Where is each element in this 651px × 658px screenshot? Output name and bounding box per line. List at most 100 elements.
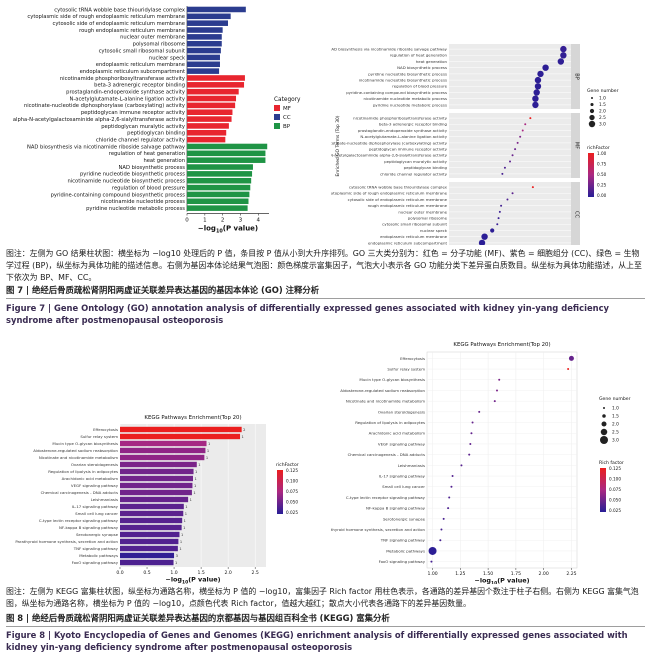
bar-label: IL-17 signaling pathway xyxy=(72,504,119,509)
color-legend-label: 0.00 xyxy=(597,193,607,198)
term-label: chloride channel regulator activity xyxy=(380,171,448,176)
pathway-label: Nicotinate and nicotinamide metabolism xyxy=(346,399,425,404)
bar xyxy=(187,68,220,74)
bar-count-label: 1 xyxy=(185,505,187,509)
facet-panel xyxy=(449,113,571,178)
bar xyxy=(120,482,193,489)
bar xyxy=(120,433,241,440)
bar-count-label: 1 xyxy=(195,477,197,481)
term-label: regulation of blood pressure xyxy=(392,84,447,89)
bar xyxy=(187,61,220,68)
color-legend-label: 0.050 xyxy=(286,500,298,505)
legend-swatch xyxy=(274,114,280,120)
pathway-label: Parathyroid hormone synthesis, secretion… xyxy=(331,527,426,532)
x-axis-label: −log10(P value) xyxy=(474,577,529,585)
size-legend-label: 1.0 xyxy=(599,96,606,102)
bar-label: FoxO signaling pathway xyxy=(72,560,119,565)
color-legend-title: richFactor xyxy=(276,462,299,468)
x-tick-label: 1.5 xyxy=(197,570,204,576)
pathway-label: NF-kappa B signaling pathway xyxy=(366,506,426,511)
size-legend-label: 1.5 xyxy=(599,102,606,108)
size-legend-label: 2.0 xyxy=(612,422,619,428)
term-label: nuclear outer membrane xyxy=(398,209,447,214)
bubble xyxy=(533,89,540,96)
facet-label: CC xyxy=(574,211,580,218)
x-tick-label: 1.75 xyxy=(511,571,521,577)
bubble xyxy=(534,83,542,90)
bubble xyxy=(439,539,442,542)
color-legend-title: Rich factor xyxy=(599,460,624,466)
bubble xyxy=(451,475,454,478)
size-legend-label: 1.0 xyxy=(612,406,619,412)
bubble xyxy=(481,233,488,240)
bar-count-label: 1 xyxy=(181,533,183,537)
size-legend-label: 2.5 xyxy=(599,115,606,121)
bar-count-label: 1 xyxy=(183,526,185,530)
term-label: nuclear speck xyxy=(420,228,448,233)
bar-count-label: 3 xyxy=(176,554,178,558)
color-legend-bar xyxy=(588,153,594,197)
bar-label: Arachidonic acid metabolism xyxy=(62,476,119,481)
kegg-bar-chart-panel: KEGG Pathways Enrichment(Top 20) Efferocy… xyxy=(4,410,322,586)
color-legend-label: 0.100 xyxy=(286,479,298,484)
bar-count-label: 1 xyxy=(185,512,187,516)
bubble xyxy=(532,101,539,109)
pathway-label: IL-17 signaling pathway xyxy=(379,473,426,478)
bar xyxy=(187,82,245,88)
color-legend-label: 0.50 xyxy=(597,172,607,177)
bubble xyxy=(428,546,437,555)
bubble xyxy=(542,64,549,71)
term-label: nicotinamide nucleotide biosynthetic pro… xyxy=(359,78,447,83)
size-legend-dot xyxy=(589,114,595,121)
go-bar-chart: cytosolic tRNA wobble base thiouridylase… xyxy=(13,6,301,235)
bar-label: endoplasmic reticulum subcompartment xyxy=(80,69,185,75)
term-label: pyridine-containing compound biosyntheti… xyxy=(346,90,447,95)
bar-label: C-type lectin receptor signaling pathway xyxy=(39,518,119,523)
pathway-label: C-type lectin receptor signaling pathway xyxy=(346,495,426,500)
term-label: nicotinamide phosphoribosyltransferase a… xyxy=(353,116,448,121)
bar xyxy=(120,517,183,524)
bar xyxy=(187,143,268,150)
bar xyxy=(187,177,252,184)
bar-count-label: 1 xyxy=(179,547,181,551)
bar-label: Mucin type O-glycan biosynthesis xyxy=(52,441,118,446)
bar xyxy=(187,205,248,211)
pathway-label: Small cell lung cancer xyxy=(382,484,425,489)
bar-label: N-acetylglutamate-L-alanine ligation act… xyxy=(70,96,185,102)
bar xyxy=(120,496,189,503)
color-legend-label: 0.75 xyxy=(597,162,607,167)
bar xyxy=(120,510,184,517)
bubble xyxy=(468,453,471,456)
legend-label: CC xyxy=(283,115,291,121)
bar-count-label: 1 xyxy=(206,456,208,460)
bar xyxy=(120,552,175,559)
term-label: heat generation xyxy=(416,59,448,64)
bubble xyxy=(447,507,450,510)
bar-label: NAD biosynthesis via nicotinamide ribosi… xyxy=(27,144,185,150)
bar-label: NAD biosynthetic process xyxy=(119,165,186,171)
bubble xyxy=(514,148,517,151)
term-label: cytosolic tRNA wobble base thiouridylase… xyxy=(349,185,448,190)
bar-count-label: 2 xyxy=(243,428,245,432)
figure8-caption-divider xyxy=(6,626,645,627)
size-legend-dot xyxy=(590,102,594,107)
bubble xyxy=(490,228,495,233)
bubble xyxy=(511,192,514,195)
facet-panel xyxy=(449,44,571,109)
legend-label: BP xyxy=(283,124,291,130)
bubble xyxy=(496,223,499,226)
bar-label: nicotinamide nucleotide biosynthetic pro… xyxy=(67,179,185,185)
bar-label: Chemical carcinogenesis - DNA adducts xyxy=(41,490,118,495)
bar-label: Small cell lung cancer xyxy=(75,511,118,516)
term-label: N-acetylglutamate-L-alanine ligation act… xyxy=(360,134,447,139)
legend-title: Category xyxy=(274,97,301,103)
chart-title: KEGG Pathways Enrichment(Top 20) xyxy=(144,415,241,421)
term-label: nicotinate-nucleotide diphosphorylase (c… xyxy=(331,140,448,145)
bar-label: prostaglandin-endoperoxide synthase acti… xyxy=(66,90,185,96)
bubble xyxy=(478,410,481,413)
size-legend-dot xyxy=(602,414,606,418)
bar-count-label: 1 xyxy=(198,463,200,467)
pathway-label: Chemical carcinogenesis - DNA adducts xyxy=(348,452,425,457)
bar-label: Efferocytosis xyxy=(93,427,118,432)
term-label: rough endoplasmic reticulum membrane xyxy=(368,203,448,208)
